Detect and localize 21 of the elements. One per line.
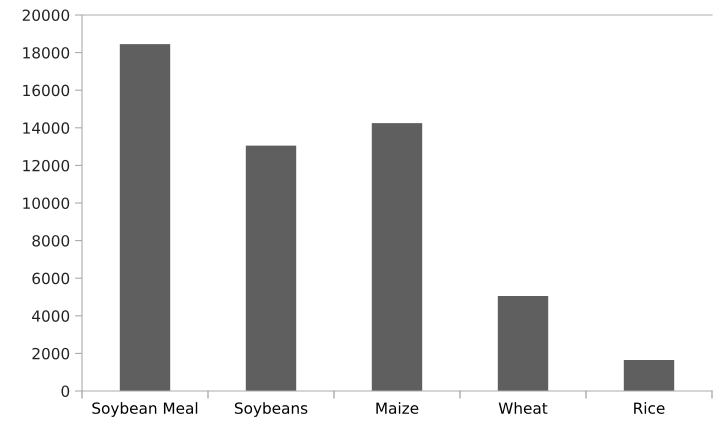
y-tick-label: 10000 — [23, 197, 70, 210]
x-tick-label: Soybean Meal — [92, 402, 198, 417]
x-tick-label: Maize — [376, 402, 418, 414]
x-tick-label: Soybeans — [234, 402, 308, 417]
y-tick-label: 16000 — [23, 84, 70, 96]
bar — [498, 296, 548, 391]
y-tick-label: 14000 — [23, 122, 70, 134]
y-tick-label: 6000 — [32, 272, 70, 284]
y-tick-label: 18000 — [23, 47, 70, 59]
y-tick-label: 8000 — [32, 235, 70, 247]
bar — [372, 123, 422, 391]
bar — [624, 360, 674, 391]
y-tick-label: 2000 — [32, 348, 70, 360]
bar — [246, 146, 296, 391]
y-tick-label: 12000 — [23, 160, 70, 172]
y-tick-label: 4000 — [32, 310, 70, 322]
y-tick-label: 20000 — [22, 9, 70, 22]
x-tick-label: Wheat — [498, 402, 548, 414]
bar — [120, 44, 170, 391]
y-tick-label: 0 — [61, 385, 70, 398]
x-tick-label: Rice — [634, 402, 665, 414]
